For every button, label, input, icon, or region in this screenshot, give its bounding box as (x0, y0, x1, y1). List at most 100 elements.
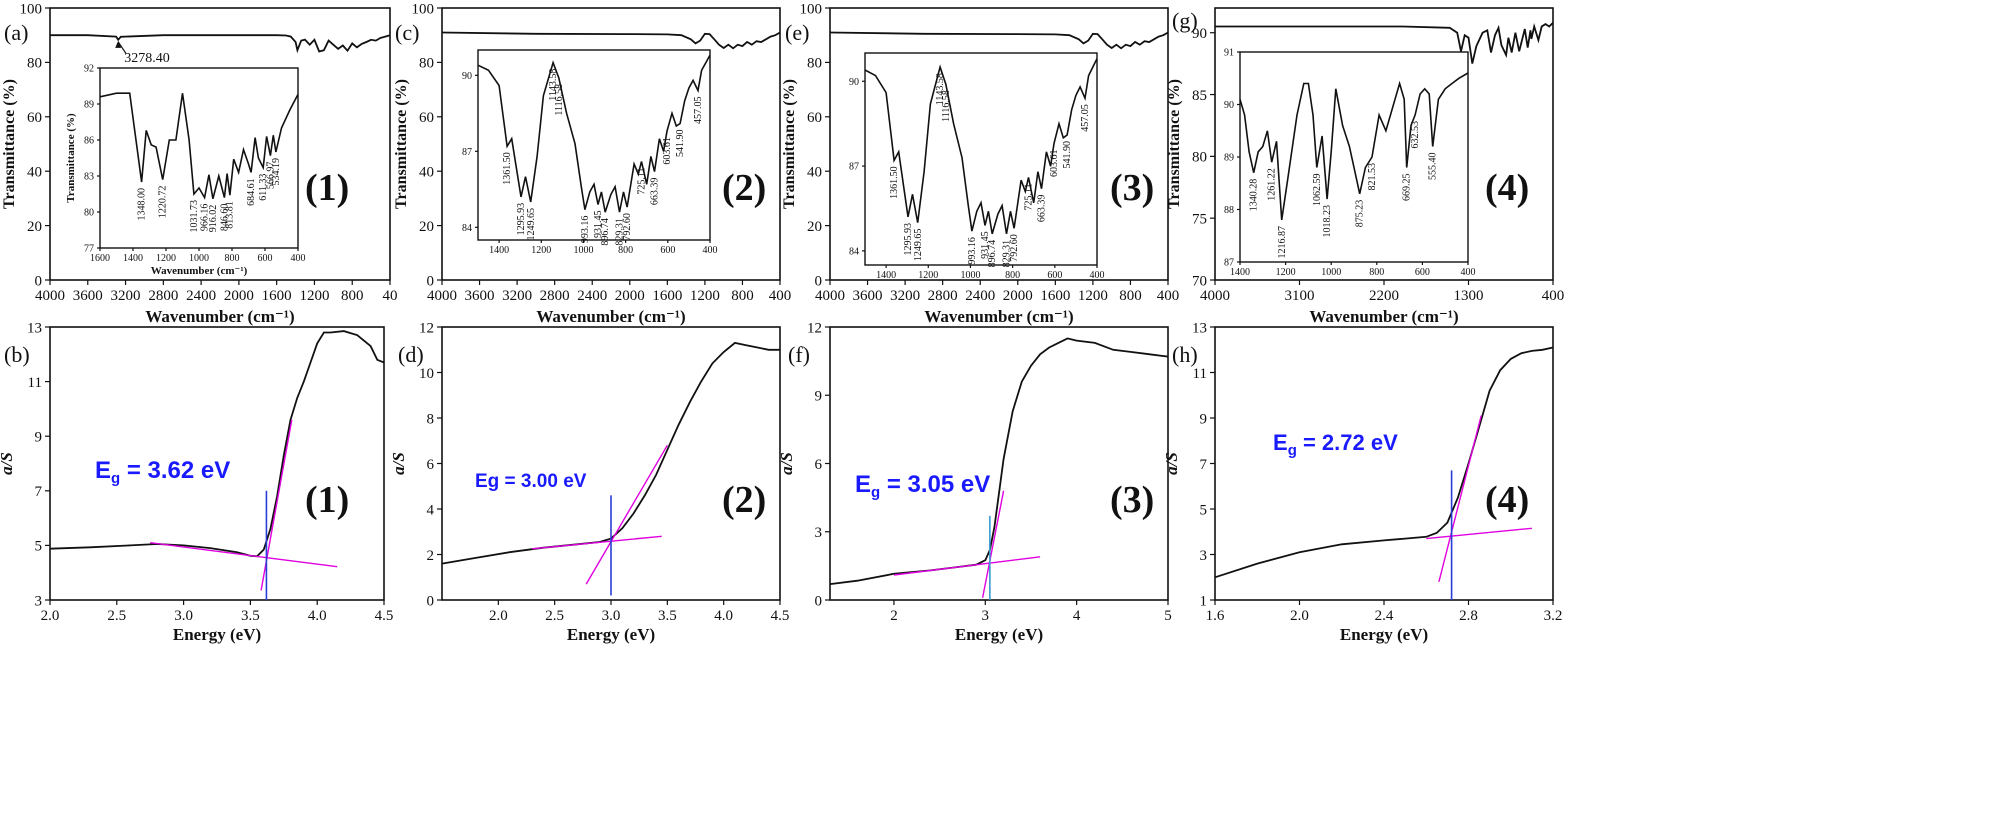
inset-axes-e: 1400 1200 1000 800 600 400 84 87 90 (849, 52, 1105, 281)
y-tick-label: 9 (1200, 411, 1208, 427)
y-tick-label: 12 (419, 320, 434, 336)
y-tick-label: 13 (27, 320, 42, 336)
peak-annotation: 3278.40 (124, 51, 170, 66)
peak-label: 611.33 (258, 174, 269, 201)
x-tick-label: 1600 (90, 253, 110, 264)
peak-label: 457.05 (1080, 104, 1091, 132)
x-tick-label: 3.0 (602, 608, 621, 624)
y-axis-title: Transmittance (%) (781, 79, 798, 209)
peak-label: 931.45 (980, 231, 991, 259)
x-tick-label: 2800 (148, 288, 178, 304)
y-tick-label: 89 (1224, 153, 1234, 164)
y-tick-label: 84 (462, 223, 472, 234)
peak-label: 896.74 (987, 240, 998, 268)
y-tick-label: 75 (1192, 211, 1207, 227)
y-tick-label: 6 (427, 457, 435, 473)
eg-symbol: E (1273, 430, 1288, 455)
sample-number: (2) (722, 479, 766, 521)
plot-frame (829, 7, 1169, 281)
y-tick-label: 7 (1200, 457, 1208, 473)
x-tick-label: 3100 (1285, 288, 1315, 304)
inset-axes-g: 1400 1200 1000 800 600 400 87 88 89 90 91 (1224, 48, 1476, 279)
x-tick-label: 3 (982, 608, 990, 624)
x-tick-label: 2.5 (107, 608, 126, 624)
peak-label: 684.61 (246, 178, 257, 206)
x-axis-title: Energy (eV) (173, 625, 261, 644)
y-tick-label: 0 (35, 273, 43, 289)
bandgap-label: Eg = 3.05 eV (855, 471, 990, 501)
x-tick-label: 400 (1090, 270, 1105, 281)
ftir-axes-c: 4000 3600 3200 2800 2400 2000 1600 1200 800 40002… (412, 1, 792, 304)
peak-label: 1062.59 (1312, 174, 1323, 207)
x-tick-label: 3.2 (1544, 608, 1563, 624)
x-tick-label: 600 (258, 253, 273, 264)
y-tick-label: 20 (27, 219, 42, 235)
y-tick-label: 7 (35, 484, 43, 500)
tangent-line (585, 444, 668, 585)
eg-symbol: E (95, 457, 111, 484)
x-axis-title: Wavenumber (cm⁻¹) (1309, 307, 1458, 326)
x-tick-label: 400 (703, 245, 718, 256)
peak-label: 875.23 (1355, 200, 1366, 228)
inset-background (478, 50, 710, 240)
y-axis-title: a/S (389, 452, 408, 475)
km-axes-d: 2.0 2.5 3.0 3.5 4.0 4.5 0 2 4 6 8 10 12 (419, 320, 789, 624)
km-curve (49, 330, 385, 558)
panel-label: (h) (1172, 342, 1198, 367)
y-axis-title: a/S (0, 452, 16, 475)
ftir-axes-a: 4000 3600 3200 2800 2400 2000 1600 1200 800 40020… (20, 1, 398, 304)
peak-label: 457.05 (693, 97, 704, 125)
x-tick-label: 3600 (73, 288, 103, 304)
x-tick-label: 4000 (815, 288, 845, 304)
y-tick-label: 80 (84, 208, 94, 219)
tangent-line (981, 490, 1005, 598)
y-tick-label: 70 (1192, 273, 1207, 289)
y-tick-label: 100 (412, 1, 435, 17)
y-tick-label: 3 (35, 593, 43, 609)
panel-label: (d) (398, 342, 424, 367)
panel-label: (b) (4, 342, 30, 367)
peak-label: 541.90 (1062, 141, 1073, 169)
peak-label: 966.16 (200, 204, 211, 232)
peak-label: 632.53 (1410, 121, 1421, 149)
peak-label: 1295.93 (516, 203, 527, 236)
x-tick-label: 2000 (224, 288, 254, 304)
x-tick-label: 1000 (189, 253, 209, 264)
x-tick-label: 1200 (1078, 288, 1108, 304)
inset-x-title: Wavenumber (cm⁻¹) (151, 265, 248, 277)
panel-label: (c) (395, 20, 419, 45)
x-tick-label: 2 (890, 608, 898, 624)
x-tick-label: 4000 (427, 288, 457, 304)
inset-curve (99, 92, 299, 200)
y-tick-label: 11 (1193, 366, 1207, 382)
x-tick-label: 800 (1369, 267, 1384, 278)
y-axis-title: Transmittance (%) (1, 79, 18, 209)
x-tick-label: 3200 (502, 288, 532, 304)
x-tick-label: 2800 (928, 288, 958, 304)
y-tick-label: 90 (849, 77, 859, 88)
x-tick-label: 1600 (262, 288, 292, 304)
bandgap-label: Eg = 3.00 eV (475, 471, 587, 492)
y-tick-label: 89 (84, 100, 94, 111)
y-axis-title: a/S (777, 452, 796, 475)
inset-curve (477, 54, 711, 213)
y-tick-label: 4 (427, 502, 435, 518)
peak-label: 1361.50 (502, 152, 513, 185)
peak-label: 916.02 (208, 205, 219, 233)
y-tick-label: 87 (1224, 258, 1234, 269)
tangent-line (1426, 527, 1532, 540)
x-tick-label: 800 (1119, 288, 1142, 304)
x-tick-label: 400 (1157, 288, 1180, 304)
x-tick-label: 800 (1005, 270, 1020, 281)
x-tick-label: 1000 (960, 270, 980, 281)
y-tick-label: 40 (807, 164, 822, 180)
ftir-axes-e: 4000 3600 3200 2800 2400 2000 1600 1200 800 40002… (800, 1, 1180, 304)
y-tick-label: 12 (807, 320, 822, 336)
x-tick-label: 4.5 (771, 608, 790, 624)
x-tick-label: 2.8 (1459, 608, 1478, 624)
x-tick-label: 1400 (876, 270, 896, 281)
y-tick-label: 8 (427, 411, 435, 427)
peak-label: 1143.58 (935, 73, 946, 105)
peak-label: 792.60 (1009, 234, 1020, 262)
